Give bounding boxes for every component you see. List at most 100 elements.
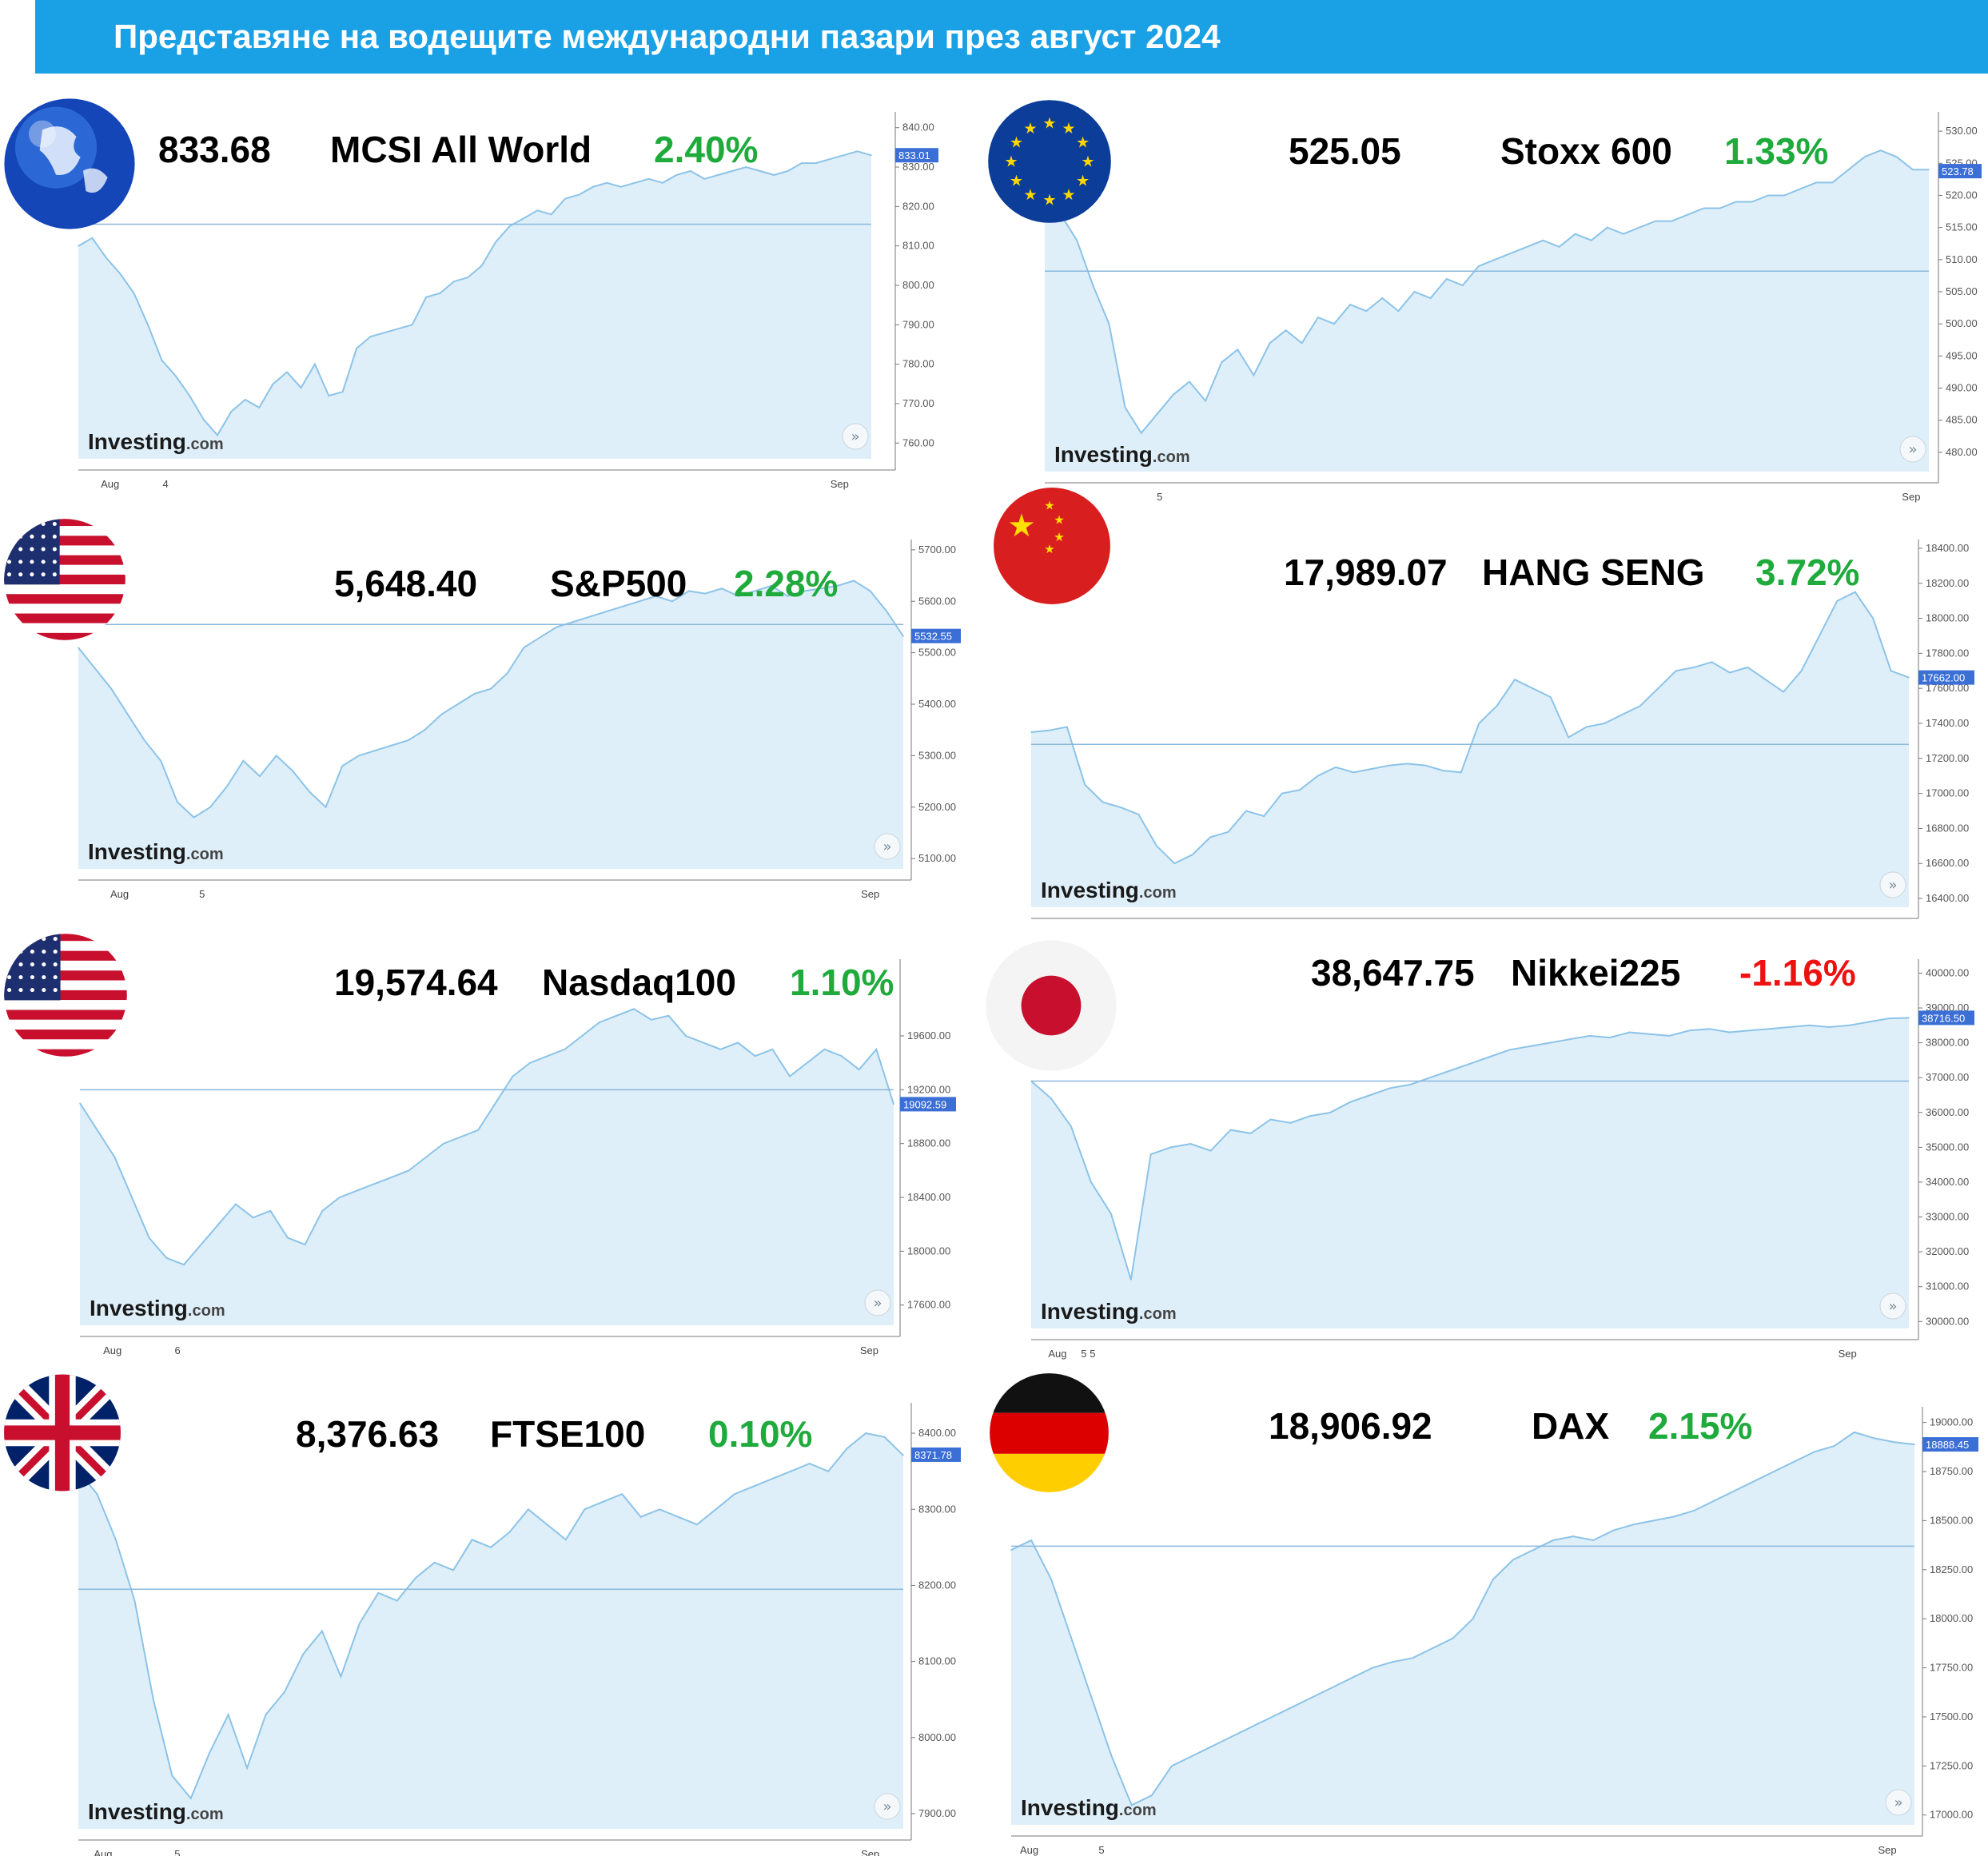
data-point <box>806 1061 808 1064</box>
data-point <box>690 170 691 172</box>
y-tick-label: 38000.00 <box>1926 1037 1969 1049</box>
investing-logo: Investing.com <box>90 1296 225 1320</box>
data-point <box>1648 1033 1651 1035</box>
expand-chevron-button[interactable] <box>874 833 901 860</box>
expand-chevron-button[interactable] <box>1899 436 1926 463</box>
data-point <box>1532 687 1534 689</box>
data-point <box>1221 361 1222 364</box>
data-point <box>1369 1094 1371 1096</box>
expand-chevron-button[interactable] <box>1879 871 1906 898</box>
data-point <box>1253 374 1255 376</box>
data-point <box>1397 310 1400 312</box>
chart-msci: 840.00 830.00 820.00 810.00 800.00 790.00 780.… <box>78 112 938 490</box>
data-point <box>1048 730 1050 731</box>
data-point <box>114 1156 116 1158</box>
x-tick-label: 5 <box>174 1848 180 1856</box>
y-tick-label: 18250.00 <box>1930 1563 1973 1575</box>
data-point <box>339 1197 341 1198</box>
flag-nasdaq <box>2 931 129 1059</box>
hdr-value: 833.68 <box>158 129 271 170</box>
data-point <box>529 1061 531 1064</box>
data-point <box>550 213 552 215</box>
data-point <box>1767 194 1769 197</box>
chevron-right-icon: » <box>882 1798 891 1815</box>
data-point <box>96 1129 98 1131</box>
data-point <box>1855 591 1856 593</box>
data-point <box>696 1523 698 1526</box>
hdr-change: 1.10% <box>790 962 894 1003</box>
data-point <box>321 1210 324 1212</box>
x-tick-label: 5 <box>1157 491 1162 503</box>
data-point <box>803 590 805 592</box>
data-point <box>439 293 441 294</box>
data-point <box>91 237 94 239</box>
last-price-box <box>911 628 961 643</box>
data-point <box>823 1049 826 1050</box>
data-point <box>508 1531 511 1533</box>
data-point <box>677 1516 679 1518</box>
data-point <box>1462 285 1464 286</box>
data-point <box>1868 1021 1870 1023</box>
chart-nasdaq: 19600.00 19200.00 18800.00 18400.00 18000.00… <box>79 959 956 1356</box>
y-tick-label: 18400.00 <box>1926 542 1969 554</box>
data-point <box>1050 1579 1052 1580</box>
data-point <box>1050 1097 1052 1100</box>
data-point <box>790 1470 792 1472</box>
investing-logo: Investing.com <box>1054 442 1190 467</box>
expand-chevron-button[interactable] <box>874 1793 901 1820</box>
last-price-box <box>900 1097 956 1112</box>
x-tick-label: Sep <box>1839 1348 1857 1360</box>
data-point <box>1209 1149 1212 1152</box>
data-point <box>341 391 344 393</box>
svg-text:★: ★ <box>1054 513 1065 528</box>
data-point <box>415 1577 416 1579</box>
data-point <box>721 587 723 589</box>
data-point <box>1156 845 1157 847</box>
y-tick-label: 17000.00 <box>1930 1809 1973 1821</box>
x-tick-label: Sep <box>1902 491 1920 503</box>
data-point <box>1478 265 1480 267</box>
data-point <box>1655 220 1656 222</box>
y-tick-label: 5700.00 <box>918 544 956 556</box>
data-point <box>547 1055 548 1057</box>
expand-chevron-button[interactable] <box>842 423 869 450</box>
data-point <box>1569 1038 1571 1040</box>
data-point <box>359 1623 361 1624</box>
svg-text:★: ★ <box>1081 152 1094 170</box>
data-point <box>651 1019 652 1021</box>
y-tick-label: 5600.00 <box>918 595 956 607</box>
data-point <box>1309 1115 1312 1117</box>
data-point <box>269 1210 272 1212</box>
data-point <box>1733 1490 1735 1492</box>
data-point <box>620 185 622 188</box>
data-point <box>473 693 476 695</box>
data-point <box>1542 239 1544 241</box>
x-tick-label: Sep <box>860 1344 878 1356</box>
data-point <box>1549 1042 1551 1044</box>
data-point <box>1124 406 1126 408</box>
data-point <box>820 587 822 589</box>
flag-sp500 <box>2 516 128 643</box>
chevron-right-icon: » <box>1888 1298 1897 1315</box>
data-point <box>687 590 690 592</box>
expand-chevron-button[interactable] <box>864 1289 891 1316</box>
flag-msci <box>2 96 137 232</box>
data-point <box>456 703 459 705</box>
data-point <box>1526 246 1528 248</box>
data-point <box>1090 1181 1092 1183</box>
data-point <box>341 765 344 767</box>
last-price-box <box>1938 164 1982 179</box>
data-point <box>160 760 161 762</box>
data-point <box>1672 1515 1675 1518</box>
data-point <box>1574 233 1576 235</box>
data-point <box>1848 1025 1850 1026</box>
germany-flag-icon <box>990 1373 1109 1492</box>
data-point <box>771 585 772 587</box>
data-point <box>671 600 673 603</box>
series-line <box>1030 591 1910 865</box>
data-point <box>1494 259 1496 261</box>
last-price-label: 8371.78 <box>914 1449 952 1461</box>
expand-chevron-button[interactable] <box>1879 1292 1906 1320</box>
expand-chevron-button[interactable] <box>1885 1789 1912 1816</box>
data-point <box>1227 831 1229 833</box>
